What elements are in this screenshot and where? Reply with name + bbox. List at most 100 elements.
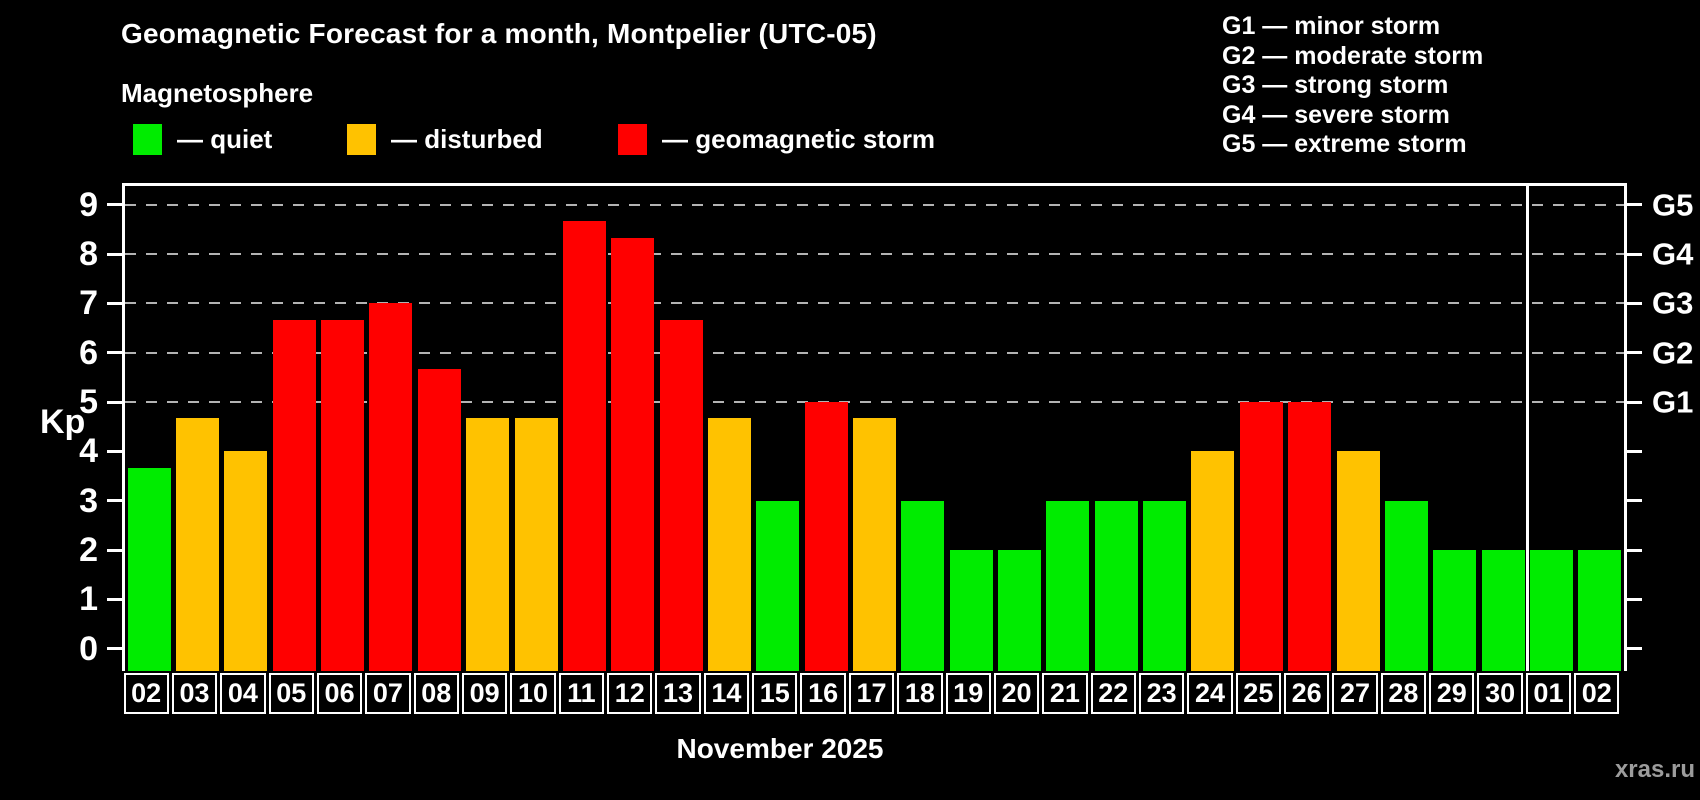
- kp-tick-right-9: [1627, 203, 1642, 207]
- kp-bar-nov-25: [1239, 402, 1283, 671]
- kp-tick-label-6: 6: [79, 333, 98, 372]
- kp-tick-label-5: 5: [79, 383, 98, 422]
- kp-tick-label-0: 0: [79, 629, 98, 668]
- kp-bar-nov-02: [127, 467, 171, 671]
- date-axis: 02 03 04 05 06 07 08 09 10 11 12 13 14 15 16 17 18 19 20 21…: [122, 673, 1627, 717]
- kp-tick-right-8: [1627, 252, 1642, 256]
- kp-bar-nov-28: [1384, 500, 1428, 671]
- kp-tick-label-2: 2: [79, 531, 98, 570]
- date-box-nov-27: 27: [1332, 673, 1378, 714]
- legend-storm-label: — geomagnetic storm: [662, 123, 936, 154]
- kp-bar-nov-11: [562, 221, 606, 671]
- chart-title: Geomagnetic Forecast for a month, Montpe…: [121, 18, 877, 49]
- gridline-kp-5: [125, 401, 1624, 404]
- kp-tick-left-0: [107, 647, 122, 651]
- kp-tick-left-8: [107, 252, 122, 256]
- date-box-nov-09: 09: [461, 673, 508, 714]
- kp-bar-nov-06: [321, 319, 365, 671]
- kp-tick-left-6: [107, 351, 122, 355]
- kp-bar-nov-26: [1288, 402, 1332, 671]
- date-box-nov-30: 30: [1477, 673, 1523, 714]
- g-axis-label-g5: G5: [1652, 187, 1694, 223]
- date-box-nov-28: 28: [1380, 673, 1427, 714]
- date-box-nov-08: 08: [413, 673, 459, 714]
- date-box-nov-25: 25: [1235, 673, 1281, 714]
- kp-tick-label-8: 8: [79, 235, 98, 274]
- date-box-nov-13: 13: [655, 673, 701, 714]
- kp-bar-nov-24: [1191, 451, 1235, 671]
- gridline-kp-7: [125, 302, 1624, 305]
- g-legend-line-g3: G3 — strong storm: [1222, 71, 1449, 99]
- kp-axis-label: Kp: [40, 403, 86, 441]
- kp-tick-right-7: [1627, 301, 1642, 305]
- date-box-nov-07: 07: [365, 673, 411, 714]
- g-legend-line-g1: G1 — minor storm: [1222, 12, 1441, 40]
- kp-bar-nov-17: [853, 418, 896, 671]
- kp-bar-nov-15: [756, 500, 800, 671]
- kp-bar-nov-08: [417, 369, 461, 671]
- kp-tick-right-2: [1627, 548, 1642, 552]
- month-separator-line: [1525, 186, 1529, 671]
- date-box-nov-20: 20: [993, 673, 1040, 714]
- storm-color-swatch: [618, 123, 647, 155]
- kp-bar-nov-19: [949, 550, 993, 671]
- kp-bar-nov-14: [707, 418, 751, 671]
- date-box-nov-18: 18: [897, 673, 943, 714]
- legend-item-storm: — geomagnetic storm: [618, 122, 935, 156]
- legend-item-disturbed: — disturbed: [347, 122, 543, 156]
- date-box-nov-16: 16: [800, 673, 846, 714]
- date-box-nov-29: 29: [1429, 673, 1475, 714]
- kp-bar-nov-04: [224, 451, 268, 671]
- date-box-nov-17: 17: [848, 673, 895, 714]
- kp-tick-right-4: [1627, 449, 1642, 453]
- kp-bar-nov-30: [1481, 550, 1525, 671]
- date-box-nov-23: 23: [1138, 673, 1185, 714]
- kp-bar-nov-18: [901, 500, 945, 671]
- date-box-dec-01: 01: [1525, 673, 1572, 714]
- g-scale-legend: G1 — minor storm G2 — moderate storm G3 …: [1222, 12, 1483, 160]
- kp-tick-right-6: [1627, 351, 1642, 355]
- gridline-kp-8: [125, 253, 1624, 256]
- watermark-xras: xras.ru: [1614, 756, 1695, 783]
- disturbed-color-swatch: [347, 123, 376, 155]
- date-box-nov-22: 22: [1090, 673, 1136, 714]
- g-legend-line-g5: G5 — extreme storm: [1222, 130, 1467, 158]
- g-axis-label-g4: G4: [1652, 236, 1694, 272]
- g-axis-label-g1: G1: [1652, 384, 1694, 420]
- kp-tick-right-0: [1627, 647, 1642, 651]
- kp-bar-nov-07: [369, 303, 413, 671]
- date-box-nov-15: 15: [752, 673, 798, 714]
- kp-tick-label-3: 3: [79, 481, 98, 520]
- kp-tick-left-2: [107, 548, 122, 552]
- kp-bar-nov-23: [1143, 500, 1187, 671]
- legend-quiet-label: — quiet: [177, 123, 273, 154]
- date-box-nov-05: 05: [268, 673, 314, 714]
- date-box-nov-06: 06: [316, 673, 363, 714]
- kp-tick-left-3: [107, 499, 122, 503]
- kp-tick-left-4: [107, 449, 122, 453]
- g-legend-line-g2: G2 — moderate storm: [1222, 41, 1484, 70]
- kp-tick-label-7: 7: [79, 284, 98, 323]
- kp-tick-label-1: 1: [79, 580, 98, 619]
- kp-tick-left-7: [107, 301, 122, 305]
- kp-bar-nov-20: [998, 550, 1042, 671]
- date-box-nov-14: 14: [703, 673, 750, 714]
- kp-bar-dec-01: [1529, 550, 1573, 671]
- date-box-nov-02: 02: [123, 673, 169, 714]
- gridline-kp-9: [125, 203, 1624, 206]
- kp-tick-right-5: [1627, 400, 1642, 404]
- kp-bar-nov-16: [804, 402, 848, 671]
- kp-tick-label-9: 9: [79, 185, 98, 224]
- g-axis-label-g2: G2: [1652, 335, 1694, 371]
- month-label: November 2025: [676, 733, 884, 764]
- kp-bar-nov-22: [1094, 500, 1138, 671]
- date-box-nov-19: 19: [945, 673, 991, 714]
- date-box-dec-02: 02: [1574, 673, 1620, 714]
- kp-bar-nov-10: [514, 418, 558, 671]
- kp-bar-nov-05: [272, 319, 316, 671]
- kp-bar-dec-02: [1578, 550, 1622, 671]
- gridline-kp-6: [125, 351, 1624, 354]
- kp-tick-left-1: [107, 597, 122, 601]
- kp-tick-label-4: 4: [79, 432, 98, 471]
